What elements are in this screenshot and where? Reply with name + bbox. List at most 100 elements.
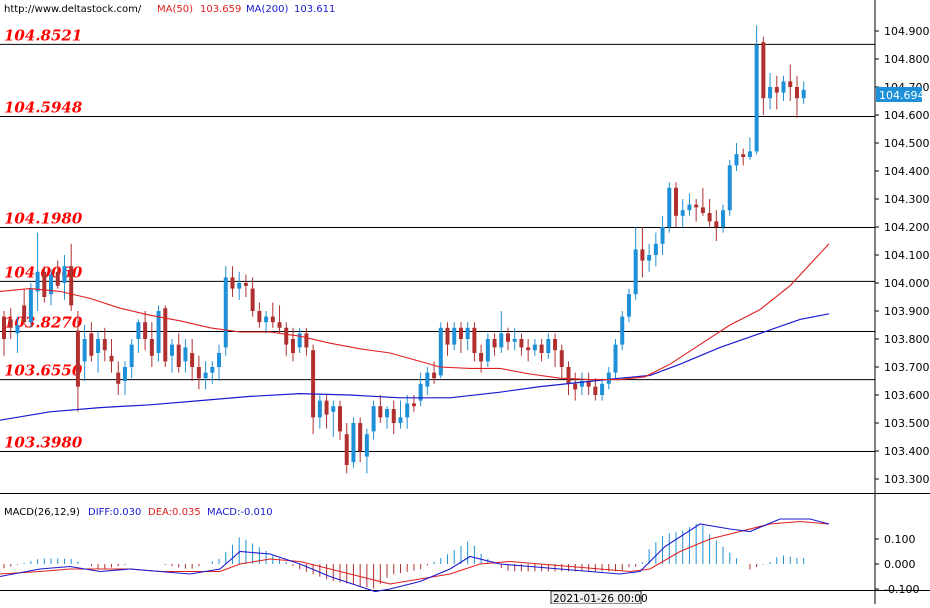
ma200-value: 103.611 [294, 4, 335, 15]
candle-up [418, 372, 423, 407]
price-tick-label: 104.500 [884, 137, 930, 150]
candle-up [667, 182, 672, 233]
candle-up [317, 395, 322, 429]
candle-down [304, 327, 309, 356]
candle-body [378, 406, 383, 418]
candle-body [122, 367, 127, 381]
candle-down [492, 333, 497, 356]
candle-body [317, 400, 322, 418]
candle-body [62, 266, 67, 283]
candle-body [606, 372, 611, 384]
candle-up [680, 199, 685, 227]
candle-down [311, 344, 316, 435]
candle-up [801, 81, 806, 104]
candle-body [754, 45, 759, 152]
candle-down [586, 372, 591, 395]
candle-down [257, 302, 262, 328]
candle-up [633, 227, 638, 300]
candle-body [734, 154, 739, 166]
candle-body [721, 210, 726, 227]
candle-up [465, 322, 470, 351]
level-label: 103.3980 [4, 434, 83, 452]
candle-body [727, 165, 732, 211]
candle-body [653, 243, 658, 255]
price-tick-label: 104.400 [884, 165, 930, 178]
candle-body [640, 249, 645, 261]
candle-body [82, 339, 87, 362]
candle-down [230, 266, 235, 297]
candle-down [344, 423, 349, 474]
candle-body [741, 154, 746, 157]
moving-averages [0, 243, 830, 421]
candle-body [109, 355, 114, 362]
time-axis-marker: 2021-01-26 00:00 [550, 590, 648, 605]
candle-up [331, 400, 336, 437]
candle-body [593, 386, 598, 395]
candle-up [734, 143, 739, 171]
candle-down [89, 322, 94, 362]
candle-down [42, 266, 47, 303]
candle-up [351, 417, 356, 468]
candle-up [203, 361, 208, 390]
candle-up [170, 339, 174, 373]
candle-body [15, 325, 20, 334]
candle-body [660, 227, 665, 244]
candle-up [532, 339, 537, 356]
candle-body [116, 372, 121, 384]
price-tick-label: 104.800 [884, 53, 930, 66]
candle-body [432, 372, 437, 379]
ma200-line [0, 313, 830, 421]
candle-down [55, 260, 60, 289]
candle-body [183, 347, 188, 362]
price-axis-ticks: 104.900104.800104.700104.600104.500104.4… [875, 25, 930, 486]
ma50-label: MA(50) [157, 4, 193, 15]
candle-down [143, 311, 148, 351]
candle-body [149, 339, 154, 356]
candle-body [331, 406, 336, 412]
level-label: 103.6550 [4, 362, 83, 380]
candle-body [801, 89, 806, 99]
candle-body [761, 42, 766, 99]
candle-up [297, 327, 302, 353]
price-tick-label: 103.800 [884, 333, 930, 346]
candle-down [761, 36, 766, 115]
price-tick-label: 103.300 [884, 473, 930, 486]
candle-body [8, 319, 13, 328]
candle-body [210, 367, 215, 373]
candle-up [754, 25, 759, 155]
candle-body [264, 316, 269, 323]
candle-up [15, 316, 20, 353]
candle-up [122, 361, 127, 395]
candle-body [546, 339, 551, 353]
candle-down [573, 372, 578, 401]
candle-down [270, 302, 275, 328]
macd-tick-label: -0.100 [884, 583, 919, 596]
candle-up [546, 333, 551, 359]
candle-down [69, 243, 74, 311]
candle-body [270, 316, 275, 323]
candle-down [163, 305, 168, 367]
macd-panel [0, 518, 830, 593]
candle-body [156, 311, 161, 353]
current-price-label: 104.694 [879, 89, 925, 102]
candle-body [573, 383, 578, 390]
level-label: 104.5948 [4, 98, 83, 116]
candle-down [788, 64, 793, 101]
candle-body [680, 210, 685, 216]
candle-down [694, 199, 699, 222]
candle-body [687, 204, 692, 211]
candle-down [102, 327, 107, 362]
candle-body [170, 344, 174, 356]
candle-body [358, 423, 363, 451]
candle-up [727, 159, 732, 216]
candle-body [223, 277, 228, 348]
candle-down [526, 339, 531, 362]
candle-down [338, 400, 342, 440]
candle-body [69, 266, 74, 306]
ma200-label: MA(200) [246, 4, 288, 15]
candle-up [237, 271, 242, 300]
candle-body [479, 353, 484, 362]
candle-body [794, 87, 799, 99]
candle-body [284, 327, 289, 345]
